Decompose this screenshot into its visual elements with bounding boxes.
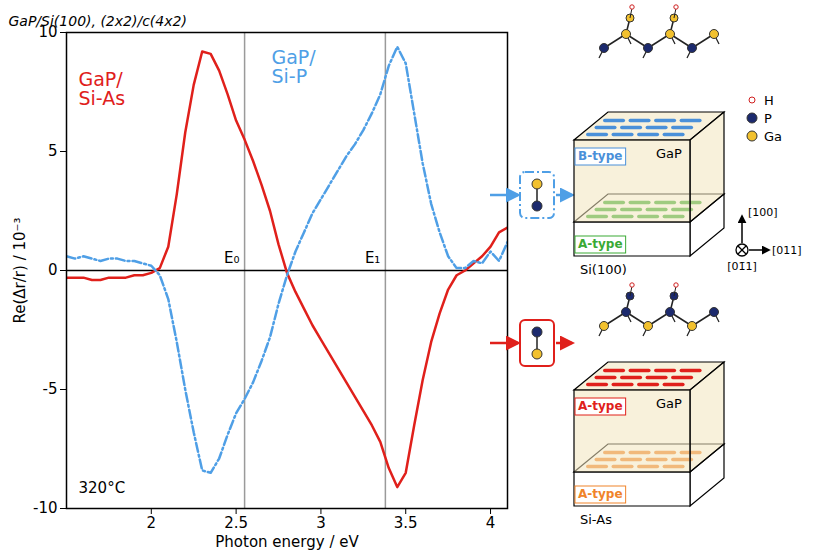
svg-text:[100]: [100] bbox=[748, 206, 778, 219]
svg-text:10: 10 bbox=[38, 23, 58, 42]
svg-text:Ga: Ga bbox=[764, 129, 782, 144]
svg-text:GaP/Si(100), (2x2)/c(4x2): GaP/Si(100), (2x2)/c(4x2) bbox=[9, 13, 187, 29]
svg-text:[01̄1]: [01̄1] bbox=[727, 260, 757, 273]
svg-text:P: P bbox=[764, 111, 772, 126]
svg-text:Si-As: Si-As bbox=[580, 512, 612, 527]
svg-text:A-type: A-type bbox=[578, 487, 623, 501]
svg-text:GaP/Si-P: GaP/Si-P bbox=[272, 46, 317, 87]
svg-text:[011]: [011] bbox=[772, 244, 802, 257]
svg-text:E₁: E₁ bbox=[365, 249, 381, 267]
svg-text:Photon energy / eV: Photon energy / eV bbox=[215, 533, 359, 551]
svg-text:A-type: A-type bbox=[578, 237, 623, 251]
svg-text:E₀: E₀ bbox=[224, 249, 240, 267]
svg-text:H: H bbox=[764, 93, 774, 108]
svg-text:GaP: GaP bbox=[656, 396, 682, 411]
svg-text:3: 3 bbox=[316, 514, 326, 532]
svg-text:5: 5 bbox=[48, 142, 58, 160]
svg-text:320°C: 320°C bbox=[79, 479, 126, 497]
svg-text:2: 2 bbox=[147, 514, 157, 532]
svg-text:B-type: B-type bbox=[578, 149, 622, 163]
svg-text:4: 4 bbox=[486, 514, 496, 532]
svg-text:GaP: GaP bbox=[656, 146, 682, 161]
svg-text:2.5: 2.5 bbox=[224, 514, 248, 532]
svg-text:GaP/Si-As: GaP/Si-As bbox=[79, 68, 126, 109]
svg-text:Si(100): Si(100) bbox=[580, 262, 627, 277]
svg-text:A-type: A-type bbox=[578, 399, 623, 413]
svg-text:-5: -5 bbox=[43, 380, 58, 398]
svg-text:-10: -10 bbox=[33, 499, 58, 517]
svg-text:3.5: 3.5 bbox=[394, 514, 418, 532]
svg-text:Re(Δr/r) / 10⁻³: Re(Δr/r) / 10⁻³ bbox=[11, 218, 29, 324]
svg-text:0: 0 bbox=[48, 261, 58, 279]
